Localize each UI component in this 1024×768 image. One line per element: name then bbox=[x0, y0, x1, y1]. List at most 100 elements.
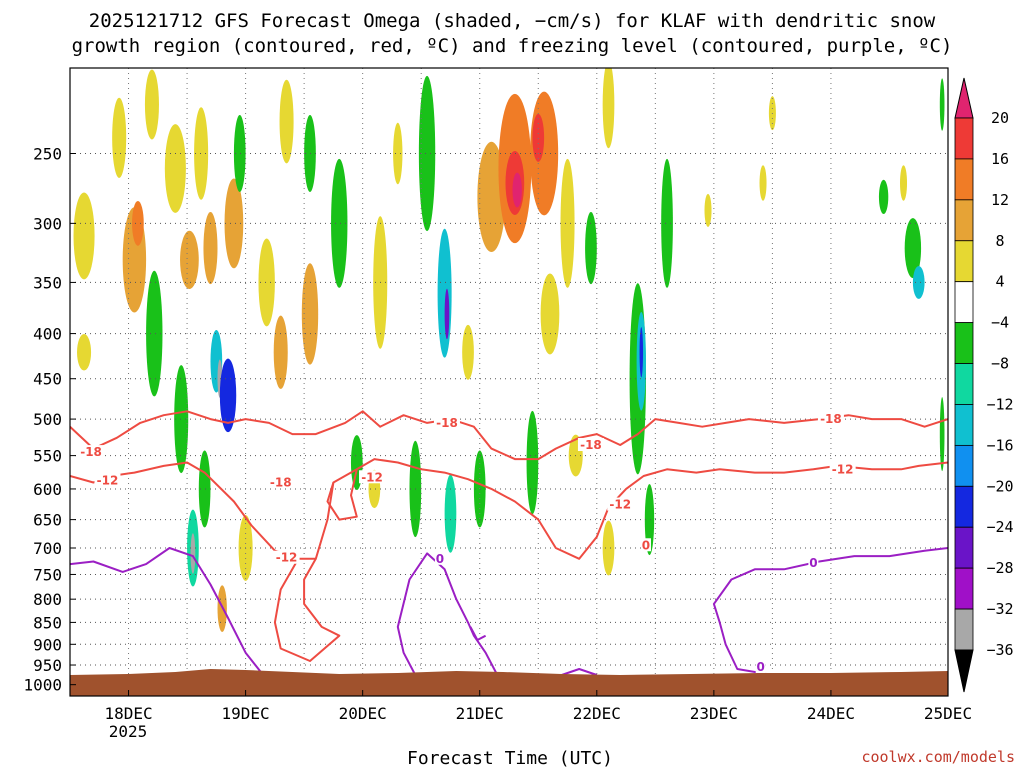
contour-label: -18 bbox=[436, 416, 458, 430]
colorbar-bottom-arrow bbox=[954, 649, 974, 693]
plot-frame bbox=[69, 67, 949, 697]
omega-blob bbox=[644, 484, 655, 556]
omega-blob bbox=[462, 324, 474, 380]
colorbar-tick-label: −4 bbox=[991, 314, 1009, 332]
contour-label: 0 bbox=[436, 552, 444, 566]
terrain-surface bbox=[70, 669, 948, 696]
omega-blob bbox=[704, 193, 712, 227]
omega-blob bbox=[203, 212, 218, 285]
y-tick-label: 850 bbox=[33, 613, 62, 632]
colorbar-swatch bbox=[954, 363, 974, 405]
contour-label-bg bbox=[273, 550, 300, 564]
omega-blob bbox=[198, 450, 211, 528]
contour-label: -18 bbox=[580, 438, 602, 452]
contour-dgz-loop-a bbox=[273, 558, 341, 662]
contour-freezing-0 bbox=[70, 547, 264, 676]
y-tick-label: 900 bbox=[33, 635, 62, 654]
colorbar-swatch bbox=[954, 117, 974, 160]
colorbar-swatch bbox=[954, 404, 974, 446]
y-tick-label: 250 bbox=[33, 144, 62, 163]
contour-label-bg bbox=[434, 551, 445, 565]
omega-blob bbox=[526, 410, 539, 515]
y-tick-label: 450 bbox=[33, 370, 62, 389]
omega-blob bbox=[393, 122, 403, 185]
contour-label-bg bbox=[359, 470, 386, 484]
omega-blob bbox=[444, 288, 450, 340]
contour-label: -12 bbox=[361, 470, 383, 484]
chart-title-line1: 2025121712 GFS Forecast Omega (shaded, −… bbox=[89, 10, 936, 32]
x-tick-label: 23DEC bbox=[690, 704, 738, 723]
omega-blob bbox=[759, 165, 767, 201]
x-tick-label: 21DEC bbox=[456, 704, 504, 723]
colorbar-swatch bbox=[954, 281, 974, 324]
contour-label: -12 bbox=[97, 474, 119, 488]
omega-blob bbox=[512, 172, 522, 208]
contour-freezing-0-d bbox=[561, 668, 598, 676]
y-tick-label: 1000 bbox=[23, 676, 62, 695]
x-tick-label: 19DEC bbox=[222, 704, 270, 723]
contour-label-bg bbox=[94, 473, 121, 487]
chart-title-line2: growth region (contoured, red, ºC) and f… bbox=[72, 35, 953, 57]
omega-blob bbox=[331, 158, 348, 288]
contour-label: -12 bbox=[276, 551, 298, 565]
contour-labels: -18 -12 -18 -12 -12 -18 -18 -12 -18 -12 0 0 0 0 bbox=[78, 412, 856, 674]
omega-blob bbox=[560, 158, 575, 288]
colorbar-tick-label: 20 bbox=[991, 109, 1009, 127]
year-label: 2025 bbox=[109, 722, 148, 741]
colorbar-tick-label: −36 bbox=[986, 641, 1013, 659]
omega-blob bbox=[532, 113, 545, 162]
contour-label: -18 bbox=[820, 412, 842, 426]
omega-blob bbox=[180, 230, 199, 289]
omega-blob bbox=[224, 178, 244, 269]
colorbar-swatch bbox=[954, 240, 974, 283]
y-tick-label: 700 bbox=[33, 539, 62, 558]
contour-label-bg bbox=[433, 415, 460, 429]
contour-label: -12 bbox=[832, 462, 854, 476]
omega-blob bbox=[939, 397, 945, 472]
colorbar-tick-label: −32 bbox=[986, 600, 1013, 618]
contour-freezing-0-e bbox=[712, 547, 948, 676]
omega-blob bbox=[146, 270, 163, 397]
y-tick-label: 600 bbox=[33, 480, 62, 499]
x-tick-label: 22DEC bbox=[573, 704, 621, 723]
omega-blob bbox=[112, 97, 127, 178]
colorbar-tick-label: 8 bbox=[995, 232, 1004, 250]
colorbar-swatch bbox=[954, 322, 974, 364]
omega-blob bbox=[661, 158, 673, 288]
colorbar-tick-label: −20 bbox=[986, 477, 1013, 495]
colorbar-tick-label: 12 bbox=[991, 191, 1009, 209]
omega-blob bbox=[912, 265, 925, 299]
x-axis-title: Forecast Time (UTC) bbox=[407, 748, 613, 768]
omega-blob bbox=[900, 165, 908, 201]
omega-blob bbox=[273, 315, 288, 389]
contour-label-bg bbox=[829, 462, 856, 476]
omega-blob bbox=[304, 115, 316, 192]
contour-label-bg bbox=[640, 538, 651, 552]
contour-label: -18 bbox=[80, 445, 102, 459]
omega-blob bbox=[477, 141, 506, 253]
y-tick-label: 500 bbox=[33, 410, 62, 429]
y-tick-label: 300 bbox=[33, 214, 62, 233]
colorbar-swatch bbox=[954, 608, 974, 651]
omega-blob bbox=[190, 533, 196, 574]
omega-blob bbox=[585, 212, 597, 285]
contour-label-bg bbox=[607, 497, 634, 511]
colorbar-tick-label: −28 bbox=[986, 559, 1013, 577]
omega-shading bbox=[73, 68, 945, 633]
omega-blob bbox=[174, 365, 189, 474]
omega-blob bbox=[194, 107, 209, 200]
contour-label-bg bbox=[755, 660, 766, 674]
contour-lines bbox=[70, 410, 948, 676]
x-tick-label: 20DEC bbox=[339, 704, 387, 723]
omega-blob bbox=[437, 228, 452, 358]
colorbar-swatch bbox=[954, 199, 974, 242]
omega-blob bbox=[132, 200, 144, 246]
omega-blob bbox=[904, 218, 922, 279]
omega-blob bbox=[73, 192, 95, 280]
x-tick-label: 18DEC bbox=[104, 704, 152, 723]
omega-blob bbox=[233, 115, 246, 192]
y-tick-label: 800 bbox=[33, 590, 62, 609]
omega-blob bbox=[639, 327, 644, 378]
x-axis: 18DEC 19DEC 20DEC 21DEC 22DEC 23DEC 24DEC 25DEC bbox=[104, 690, 972, 723]
omega-blob bbox=[279, 79, 294, 164]
